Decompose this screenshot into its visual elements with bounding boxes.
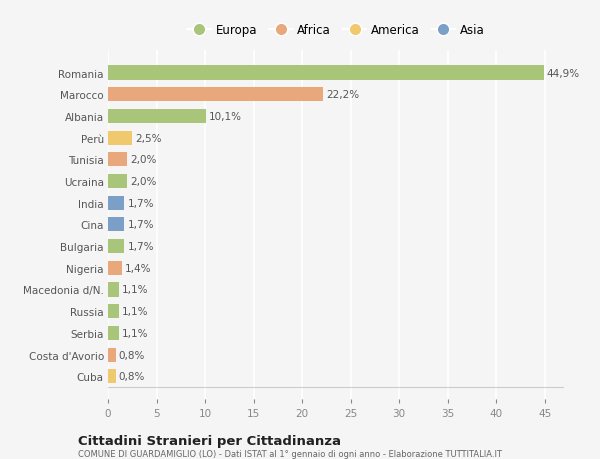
Bar	[108, 67, 544, 80]
Text: 2,0%: 2,0%	[130, 155, 157, 165]
Bar	[108, 153, 127, 167]
Bar	[108, 261, 122, 275]
Text: 1,7%: 1,7%	[127, 198, 154, 208]
Bar	[108, 240, 124, 253]
Bar	[108, 196, 124, 210]
Text: 22,2%: 22,2%	[326, 90, 359, 100]
Text: 1,7%: 1,7%	[127, 241, 154, 252]
Bar	[108, 218, 124, 232]
Text: 2,5%: 2,5%	[135, 133, 161, 143]
Bar	[108, 283, 119, 297]
Text: 1,7%: 1,7%	[127, 220, 154, 230]
Text: 44,9%: 44,9%	[547, 68, 580, 78]
Text: 0,8%: 0,8%	[119, 350, 145, 360]
Text: 10,1%: 10,1%	[209, 112, 242, 122]
Bar	[108, 348, 116, 362]
Text: 1,1%: 1,1%	[122, 307, 148, 317]
Text: 1,1%: 1,1%	[122, 285, 148, 295]
Text: 1,4%: 1,4%	[124, 263, 151, 273]
Bar	[108, 88, 323, 102]
Bar	[108, 174, 127, 189]
Text: 0,8%: 0,8%	[119, 371, 145, 381]
Bar	[108, 304, 119, 319]
Text: 1,1%: 1,1%	[122, 328, 148, 338]
Bar	[108, 110, 206, 124]
Text: Cittadini Stranieri per Cittadinanza: Cittadini Stranieri per Cittadinanza	[78, 434, 341, 447]
Bar	[108, 369, 116, 383]
Text: 2,0%: 2,0%	[130, 177, 157, 187]
Text: COMUNE DI GUARDAMIGLIO (LO) - Dati ISTAT al 1° gennaio di ogni anno - Elaborazio: COMUNE DI GUARDAMIGLIO (LO) - Dati ISTAT…	[78, 449, 502, 458]
Legend: Europa, Africa, America, Asia: Europa, Africa, America, Asia	[185, 22, 487, 39]
Bar	[108, 326, 119, 340]
Bar	[108, 131, 132, 146]
